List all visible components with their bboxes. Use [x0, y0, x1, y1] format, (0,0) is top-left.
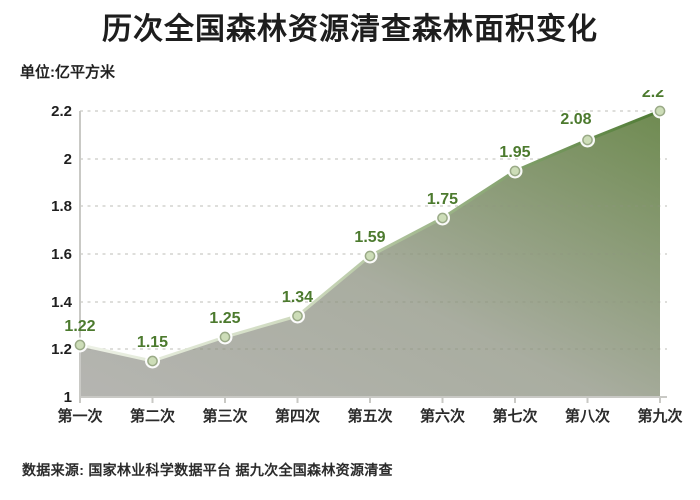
- data-point: [582, 134, 593, 146]
- x-axis-ticks: [79, 397, 661, 403]
- x-tick-label: 第四次: [275, 407, 320, 425]
- x-tick-label: 第二次: [130, 407, 175, 425]
- data-label: 1.22: [64, 318, 95, 335]
- data-label: 1.59: [354, 229, 385, 246]
- data-label: 1.75: [427, 191, 458, 208]
- y-tick-label: 1.4: [51, 294, 73, 311]
- y-axis-labels: 2.2 2 1.8 1.6 1.4 1.2 1: [51, 103, 73, 406]
- data-label: 1.34: [282, 289, 313, 306]
- x-tick-label: 第五次: [347, 407, 392, 425]
- unit-label: 单位:亿平方米: [20, 64, 115, 81]
- x-axis-labels: 第一次 第二次 第三次 第四次 第五次 第六次 第七次 第八次 第九次: [57, 407, 682, 425]
- area-chart: 1.22 1.15 1.25 1.34 1.59 1.75 1.95 2.08 …: [51, 90, 682, 425]
- x-tick-label: 第七次: [492, 407, 537, 425]
- data-point: [509, 165, 521, 177]
- x-tick-label: 第六次: [420, 407, 465, 425]
- data-point: [437, 212, 448, 224]
- data-label: 2.08: [560, 111, 591, 128]
- data-point: [654, 105, 666, 117]
- chart-title: 历次全国森林资源清查森林面积变化: [102, 13, 598, 46]
- data-point: [219, 331, 231, 343]
- y-tick-label: 1: [64, 389, 72, 406]
- data-label: 1.15: [137, 334, 168, 351]
- x-tick-label: 第一次: [57, 407, 102, 425]
- y-tick-label: 1.6: [51, 246, 72, 263]
- data-point: [74, 339, 86, 351]
- x-tick-label: 第八次: [565, 407, 610, 425]
- data-point: [147, 355, 158, 367]
- y-tick-label: 2: [64, 151, 72, 168]
- data-labels: 1.22 1.15 1.25 1.34 1.59 1.75 1.95 2.08 …: [64, 90, 664, 351]
- y-tick-label: 1.8: [51, 198, 72, 215]
- area-series-fill: [80, 111, 660, 397]
- x-tick-label: 第九次: [637, 407, 682, 425]
- y-tick-label: 1.2: [51, 341, 72, 358]
- data-label: 2.2: [642, 90, 664, 101]
- x-tick-label: 第三次: [202, 407, 247, 425]
- data-label: 1.95: [499, 144, 530, 161]
- data-point-markers: [74, 105, 666, 367]
- data-point: [292, 310, 303, 322]
- y-tick-label: 2.2: [51, 103, 72, 120]
- data-point: [364, 250, 376, 262]
- data-label: 1.25: [209, 310, 240, 327]
- source-note: 数据来源: 国家林业科学数据平台 据九次全国森林资源清查: [22, 462, 393, 478]
